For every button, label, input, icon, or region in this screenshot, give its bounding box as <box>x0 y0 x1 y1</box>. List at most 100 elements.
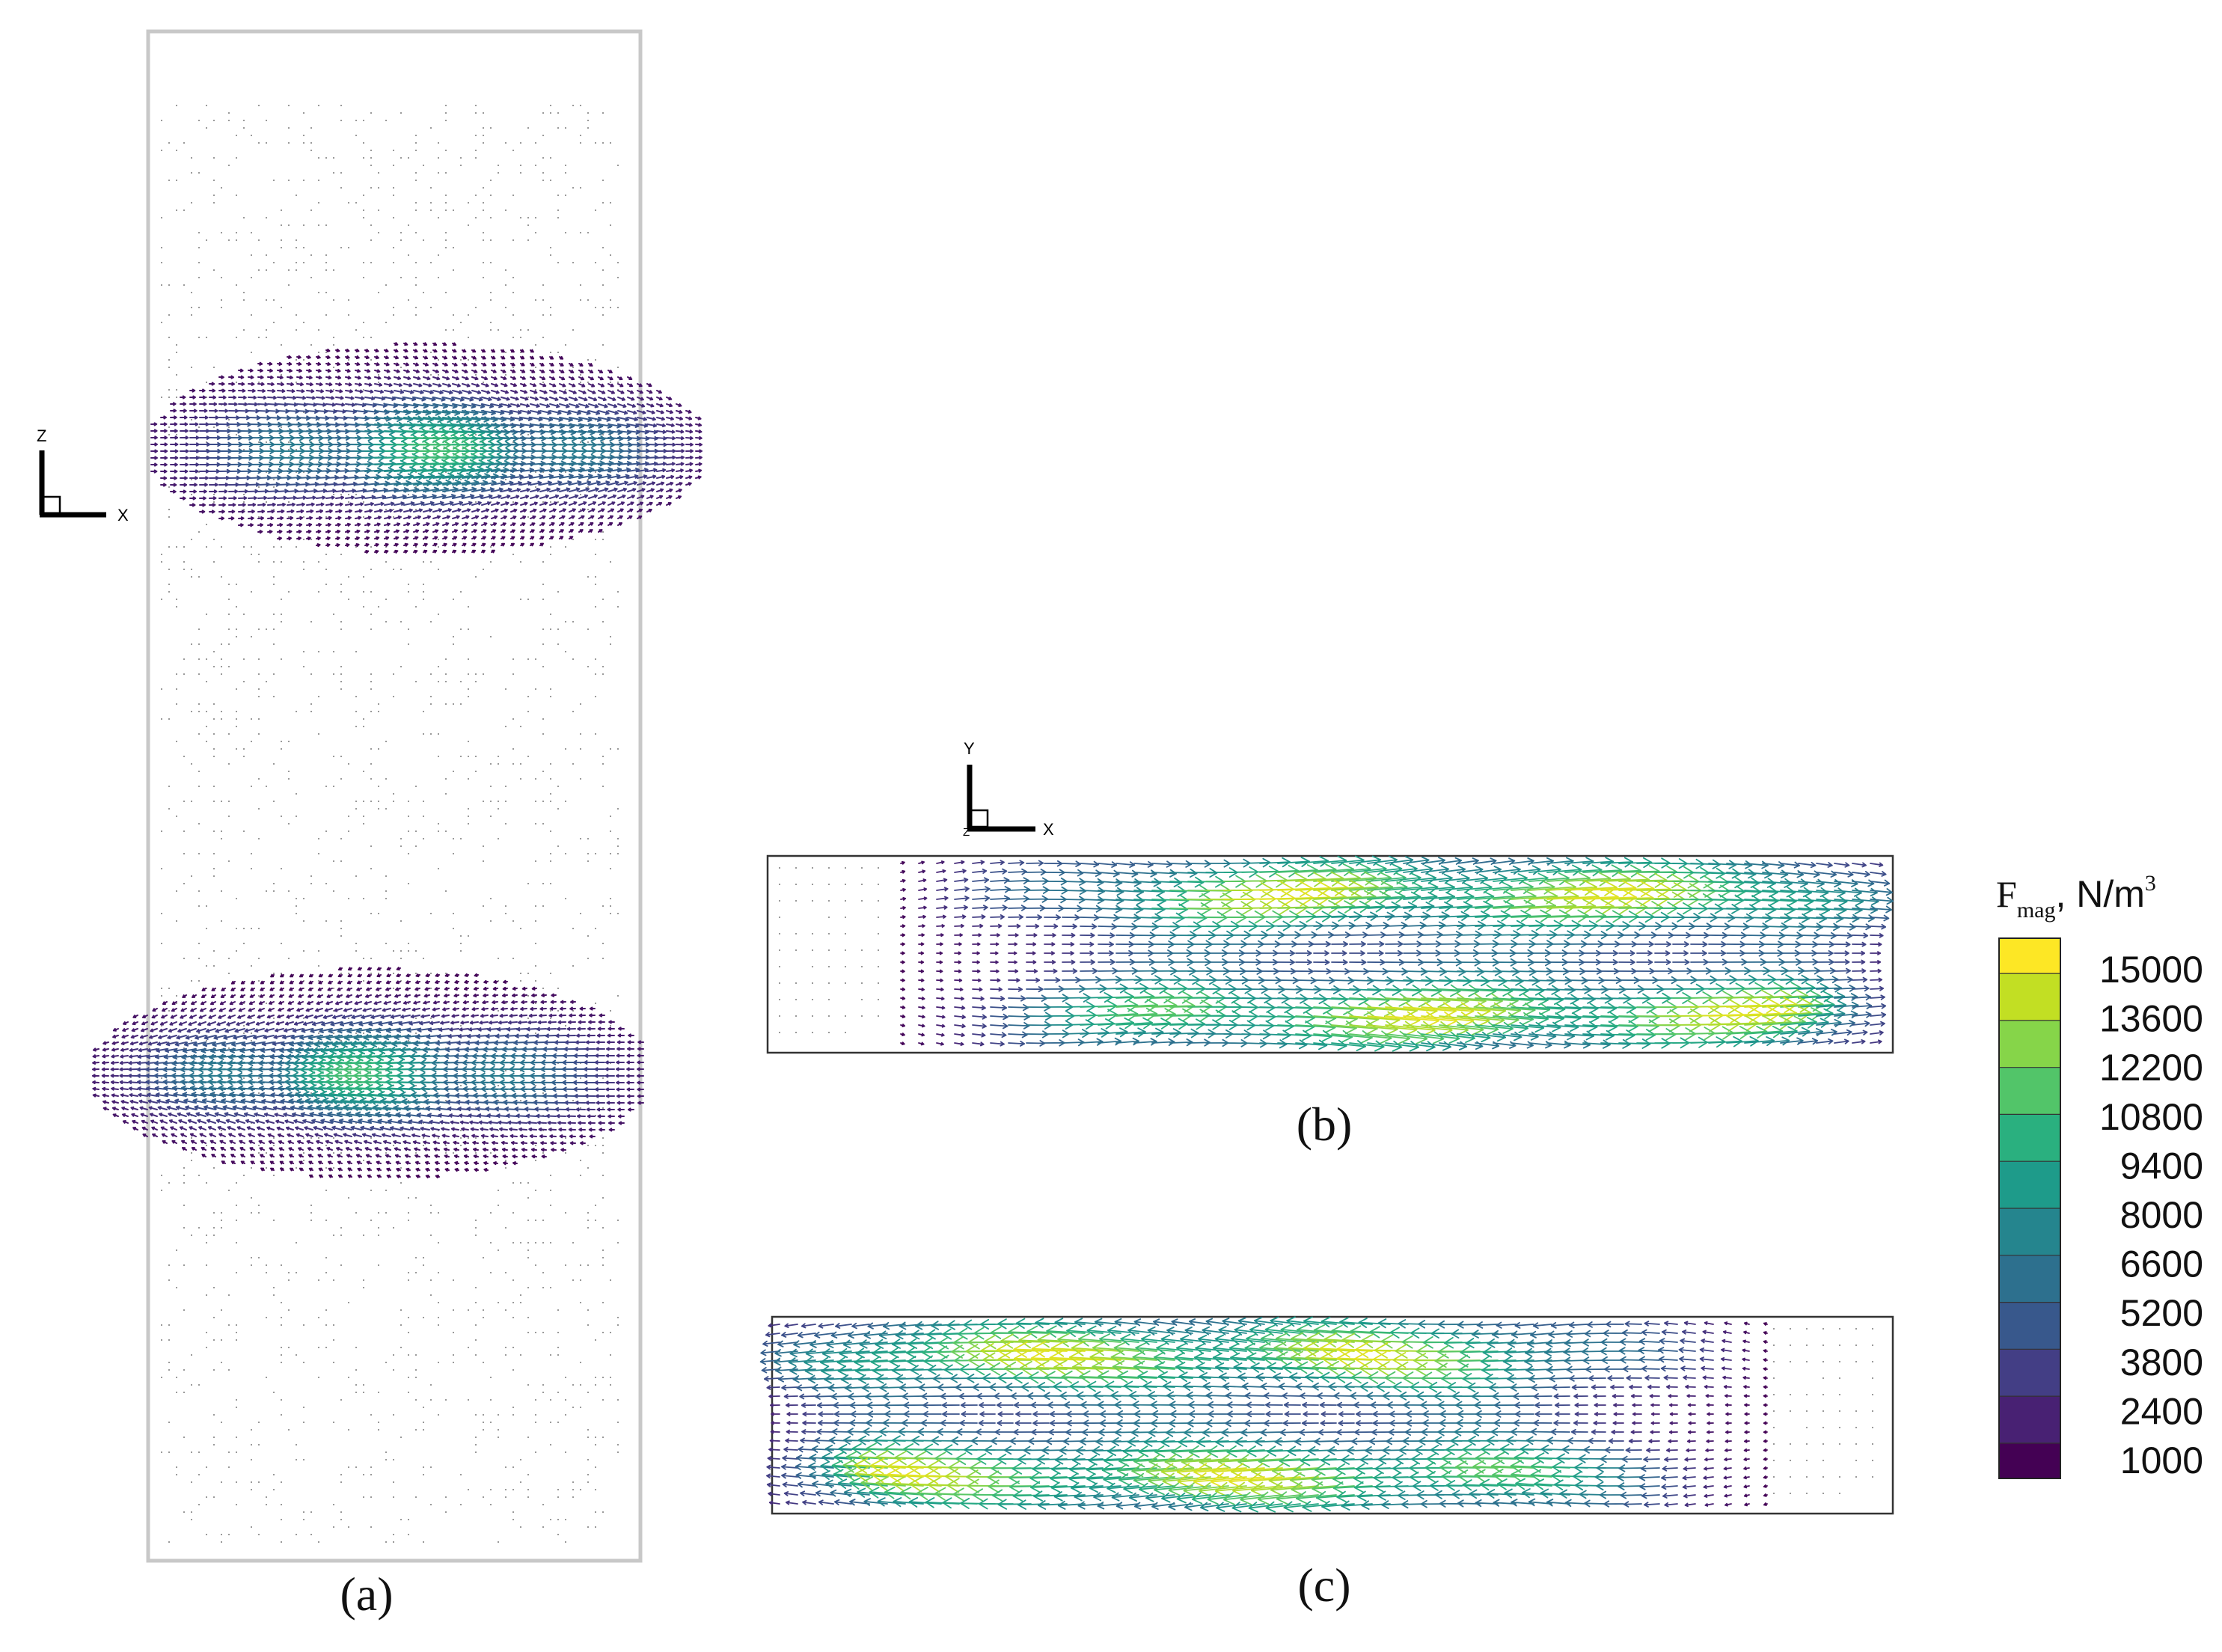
field-arrowhead <box>517 410 522 414</box>
field-dot <box>296 449 297 450</box>
field-dot <box>258 1152 260 1154</box>
field-arrow <box>248 403 258 406</box>
field-dot <box>198 1175 200 1176</box>
field-dot <box>587 1145 589 1146</box>
field-dot <box>213 1369 215 1371</box>
field-arrowhead <box>307 361 312 366</box>
field-dot <box>550 860 551 862</box>
field-arrowhead <box>206 429 210 433</box>
field-dot <box>198 643 200 645</box>
field-dot <box>610 1279 611 1281</box>
field-arrow <box>549 423 565 427</box>
field-dot <box>557 1347 559 1348</box>
field-dot <box>213 1227 215 1229</box>
field-arrowhead <box>628 376 633 380</box>
field-dot <box>266 890 267 892</box>
field-dot <box>595 142 596 144</box>
field-dot <box>483 277 484 278</box>
field-dot <box>258 688 260 690</box>
field-dot <box>535 471 536 473</box>
field-dot <box>296 546 297 548</box>
field-dot <box>535 920 536 922</box>
field-dot <box>251 352 252 353</box>
field-dot <box>490 239 492 241</box>
field-dot <box>168 1339 170 1341</box>
field-dot <box>602 1152 604 1154</box>
field-arrowhead <box>566 410 572 415</box>
field-arrowhead <box>506 397 510 401</box>
field-dot <box>206 905 207 907</box>
field-dot <box>550 307 551 308</box>
field-dot <box>206 1235 207 1236</box>
field-dot <box>535 217 536 218</box>
field-dot <box>370 614 372 615</box>
field-dot <box>370 187 372 189</box>
field-arrowhead <box>163 422 168 426</box>
field-dot <box>393 150 394 151</box>
field-arrowhead <box>195 462 200 467</box>
field-dot <box>498 801 499 802</box>
field-dot <box>565 853 566 854</box>
field-dot <box>505 1496 506 1498</box>
field-dot <box>475 112 477 114</box>
field-arrowhead <box>444 355 447 360</box>
field-dot <box>565 898 566 899</box>
field-dot <box>385 322 387 323</box>
field-arrowhead <box>524 397 529 401</box>
field-dot <box>161 1377 162 1378</box>
field-dot <box>557 845 559 847</box>
field-arrow <box>403 390 414 394</box>
field-dot <box>587 382 589 383</box>
field-dot <box>333 1504 334 1505</box>
field-dot <box>303 471 304 473</box>
field-dot <box>542 628 544 630</box>
field-dot <box>415 277 417 278</box>
field-dot <box>168 1279 170 1281</box>
field-dot <box>198 426 200 428</box>
field-dot <box>221 277 222 278</box>
field-dot <box>370 1137 372 1139</box>
field-dot <box>213 120 215 121</box>
field-dot <box>236 636 237 637</box>
field-dot <box>251 1167 252 1169</box>
field-dot <box>468 606 469 608</box>
field-dot <box>243 120 245 121</box>
field-dot <box>176 180 177 181</box>
field-dot <box>355 801 357 802</box>
field-dot <box>385 778 387 780</box>
field-dot <box>213 830 215 832</box>
field-dot <box>325 254 327 256</box>
field-dot <box>490 127 492 129</box>
field-arrowhead <box>454 370 459 373</box>
field-dot <box>340 673 342 675</box>
field-arrow <box>569 430 586 434</box>
field-arrowhead <box>396 369 400 373</box>
field-dot <box>378 1235 379 1236</box>
field-arrowhead <box>183 409 187 413</box>
field-dot <box>198 853 200 854</box>
field-dot <box>505 374 506 376</box>
field-arrow <box>598 403 608 408</box>
field-arrow <box>617 410 628 414</box>
field-dot <box>408 299 409 301</box>
field-dot <box>303 180 304 181</box>
field-dot <box>408 943 409 944</box>
field-dot <box>535 142 536 144</box>
field-dot <box>236 434 237 435</box>
field-arrowhead <box>622 404 627 409</box>
field-arrowhead <box>660 410 664 414</box>
field-arrow <box>394 410 411 414</box>
field-arrow <box>481 430 502 434</box>
field-dot <box>363 823 364 825</box>
field-dot <box>325 1272 327 1273</box>
field-arrowhead <box>619 383 624 388</box>
field-arrowhead <box>463 362 468 367</box>
field-dot <box>213 180 215 181</box>
field-arrowhead <box>388 383 393 387</box>
field-arrowhead <box>377 376 382 380</box>
field-dot <box>191 1481 192 1483</box>
field-arrowhead <box>670 423 675 427</box>
field-dot <box>296 329 297 331</box>
field-dot <box>468 1399 469 1401</box>
field-dot <box>370 711 372 712</box>
